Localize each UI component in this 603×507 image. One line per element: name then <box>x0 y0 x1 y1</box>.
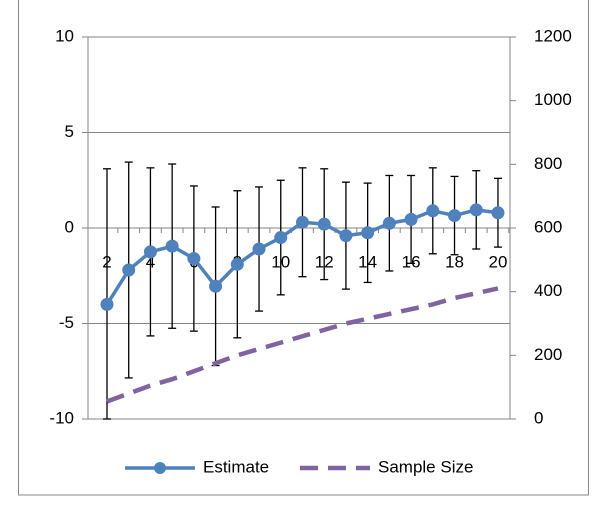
point <box>339 229 353 243</box>
point <box>143 245 157 259</box>
point <box>187 252 201 266</box>
point <box>404 212 418 226</box>
point <box>165 239 179 253</box>
series-line <box>106 286 499 404</box>
point <box>230 257 244 271</box>
point <box>491 206 505 220</box>
error-bar <box>103 168 111 420</box>
point <box>426 204 440 218</box>
point <box>252 242 266 256</box>
y2-tick-label: 600 <box>534 217 562 236</box>
x-tick-label: 18 <box>445 252 464 271</box>
legend-label: Estimate <box>203 457 269 476</box>
point <box>361 226 375 240</box>
point <box>469 203 483 217</box>
point <box>317 217 331 231</box>
y-tick-label: -5 <box>59 313 74 332</box>
point <box>382 216 396 230</box>
y-tick-label: 5 <box>65 122 74 141</box>
point <box>100 297 114 311</box>
point <box>209 279 223 293</box>
y2-tick-label: 1200 <box>534 26 572 45</box>
y2-tick-label: 200 <box>534 345 562 364</box>
y-tick-label: 10 <box>55 26 74 45</box>
y2-tick-label: 800 <box>534 154 562 173</box>
y2-tick-label: 1000 <box>534 90 572 109</box>
chart-border <box>18 0 589 496</box>
y2-tick-label: 400 <box>534 281 562 300</box>
point <box>274 231 288 245</box>
legend-label: Sample Size <box>378 457 473 476</box>
legend-marker <box>154 462 166 474</box>
point <box>448 209 462 223</box>
point <box>122 263 136 277</box>
y-tick-label: -10 <box>49 408 74 427</box>
x-tick-label: 20 <box>488 252 507 271</box>
point <box>295 215 309 229</box>
y2-tick-label: 0 <box>534 408 543 427</box>
y-tick-label: 0 <box>65 217 74 236</box>
